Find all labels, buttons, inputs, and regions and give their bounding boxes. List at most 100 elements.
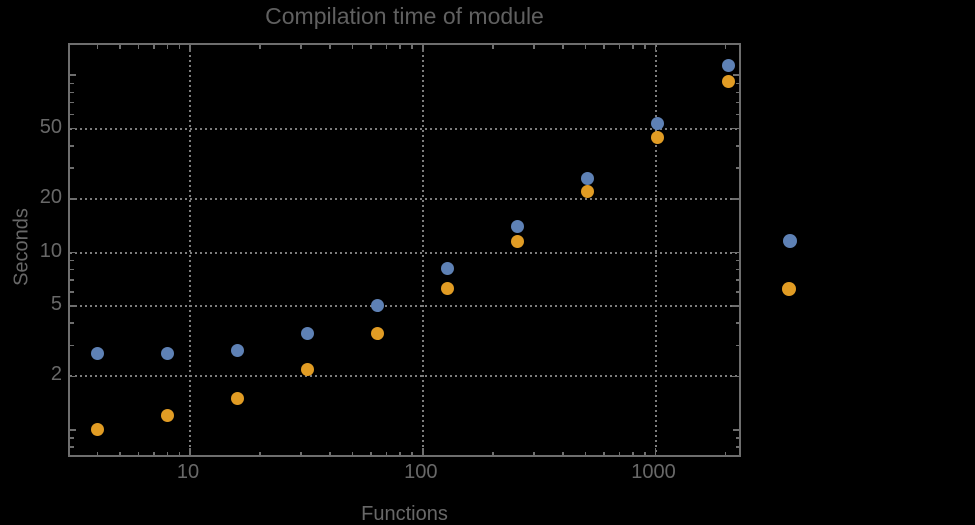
x-tick-mark	[724, 45, 727, 49]
x-tick-mark	[166, 451, 169, 455]
x-tick-mark	[618, 45, 621, 49]
y-tick-mark	[732, 375, 739, 378]
x-tick-mark	[153, 451, 155, 455]
x-tick-mark	[603, 451, 605, 455]
legend-marker-series-2-orange	[782, 282, 796, 296]
plot-area	[68, 43, 741, 457]
y-tick-mark	[735, 167, 739, 169]
x-tick-mark	[259, 451, 261, 455]
x-tick-mark	[533, 451, 535, 455]
x-tick-mark	[584, 45, 587, 49]
x-tick-mark	[259, 45, 261, 49]
x-tick-mark	[178, 45, 181, 49]
x-tick-mark	[329, 451, 331, 455]
x-tick-label: 100	[404, 461, 438, 483]
y-tick-mark	[70, 305, 77, 307]
x-tick-mark	[153, 45, 155, 49]
data-point-series-2-orange	[371, 326, 385, 340]
y-tick-mark	[70, 145, 74, 147]
data-point-series-2-orange	[301, 362, 315, 376]
x-tick-label: 10	[176, 461, 200, 483]
x-tick-mark	[300, 45, 302, 49]
y-tick-mark	[735, 268, 739, 271]
x-tick-mark	[96, 451, 99, 455]
data-point-series-1-blue	[721, 59, 735, 73]
data-point-series-2-orange	[511, 234, 525, 248]
x-tick-mark	[300, 451, 302, 455]
legend-marker-series-1-blue	[783, 234, 797, 248]
y-tick-mark	[70, 113, 74, 116]
y-gridline	[70, 304, 739, 307]
y-tick-mark	[735, 446, 739, 448]
x-tick-mark	[189, 448, 191, 455]
data-point-series-1-blue	[441, 262, 455, 276]
x-axis-label: Functions	[361, 503, 448, 525]
x-tick-mark	[399, 45, 401, 49]
y-tick-mark	[70, 279, 74, 281]
x-tick-mark	[644, 45, 646, 49]
y-tick-mark	[735, 322, 739, 324]
x-tick-mark	[492, 45, 494, 49]
y-gridline	[70, 198, 739, 201]
y-tick-label: 50	[39, 115, 62, 138]
x-tick-label: 1000	[631, 461, 676, 483]
y-tick-mark	[70, 291, 74, 293]
x-tick-mark	[351, 45, 354, 49]
y-tick-mark	[735, 279, 739, 281]
y-tick-mark	[70, 198, 77, 200]
data-point-series-2-orange	[721, 75, 735, 89]
data-point-series-2-orange	[160, 409, 174, 423]
data-point-series-1-blue	[371, 299, 385, 313]
y-tick-mark	[70, 322, 74, 324]
data-point-series-2-orange	[231, 392, 245, 406]
y-tick-mark	[735, 259, 739, 262]
y-tick-mark	[70, 437, 74, 439]
y-gridline	[70, 375, 739, 378]
data-point-series-2-orange	[581, 185, 595, 199]
x-tick-mark	[411, 45, 413, 49]
y-tick-mark	[70, 101, 74, 104]
x-tick-mark	[492, 451, 494, 455]
y-tick-mark	[735, 437, 739, 439]
x-tick-mark	[422, 448, 424, 455]
chart-title: Compilation time of module	[265, 3, 544, 29]
x-tick-mark	[137, 451, 140, 455]
x-tick-mark	[603, 45, 605, 49]
y-tick-mark	[70, 344, 74, 346]
x-tick-mark	[385, 451, 388, 455]
x-tick-mark	[618, 451, 621, 455]
y-tick-mark	[70, 251, 77, 254]
x-tick-mark	[411, 451, 413, 455]
y-tick-mark	[70, 259, 74, 262]
y-tick-mark	[70, 268, 74, 271]
y-tick-label: 10	[39, 239, 62, 262]
data-point-series-2-orange	[651, 130, 665, 144]
y-tick-mark	[732, 127, 739, 130]
x-tick-mark	[178, 451, 181, 455]
x-tick-mark	[385, 45, 388, 49]
x-gridline	[421, 45, 424, 455]
x-tick-mark	[96, 45, 99, 49]
data-point-series-2-orange	[90, 423, 104, 437]
y-tick-mark	[732, 251, 739, 254]
x-tick-mark	[562, 45, 564, 49]
data-point-series-1-blue	[231, 344, 245, 358]
x-tick-mark	[584, 451, 587, 455]
data-point-series-1-blue	[581, 171, 595, 185]
data-point-series-2-orange	[441, 281, 455, 295]
x-tick-mark	[189, 45, 191, 52]
x-tick-mark	[533, 45, 535, 49]
y-tick-label: 20	[39, 186, 62, 209]
y-tick-mark	[70, 429, 76, 431]
x-tick-mark	[724, 451, 727, 455]
y-tick-mark	[735, 113, 739, 116]
x-tick-mark	[351, 451, 354, 455]
x-tick-mark	[632, 45, 634, 49]
y-tick-mark	[732, 305, 739, 307]
x-tick-mark	[654, 448, 657, 455]
y-tick-mark	[70, 375, 77, 378]
data-point-series-1-blue	[160, 346, 174, 360]
x-tick-mark	[119, 45, 121, 49]
y-tick-mark	[732, 198, 739, 200]
